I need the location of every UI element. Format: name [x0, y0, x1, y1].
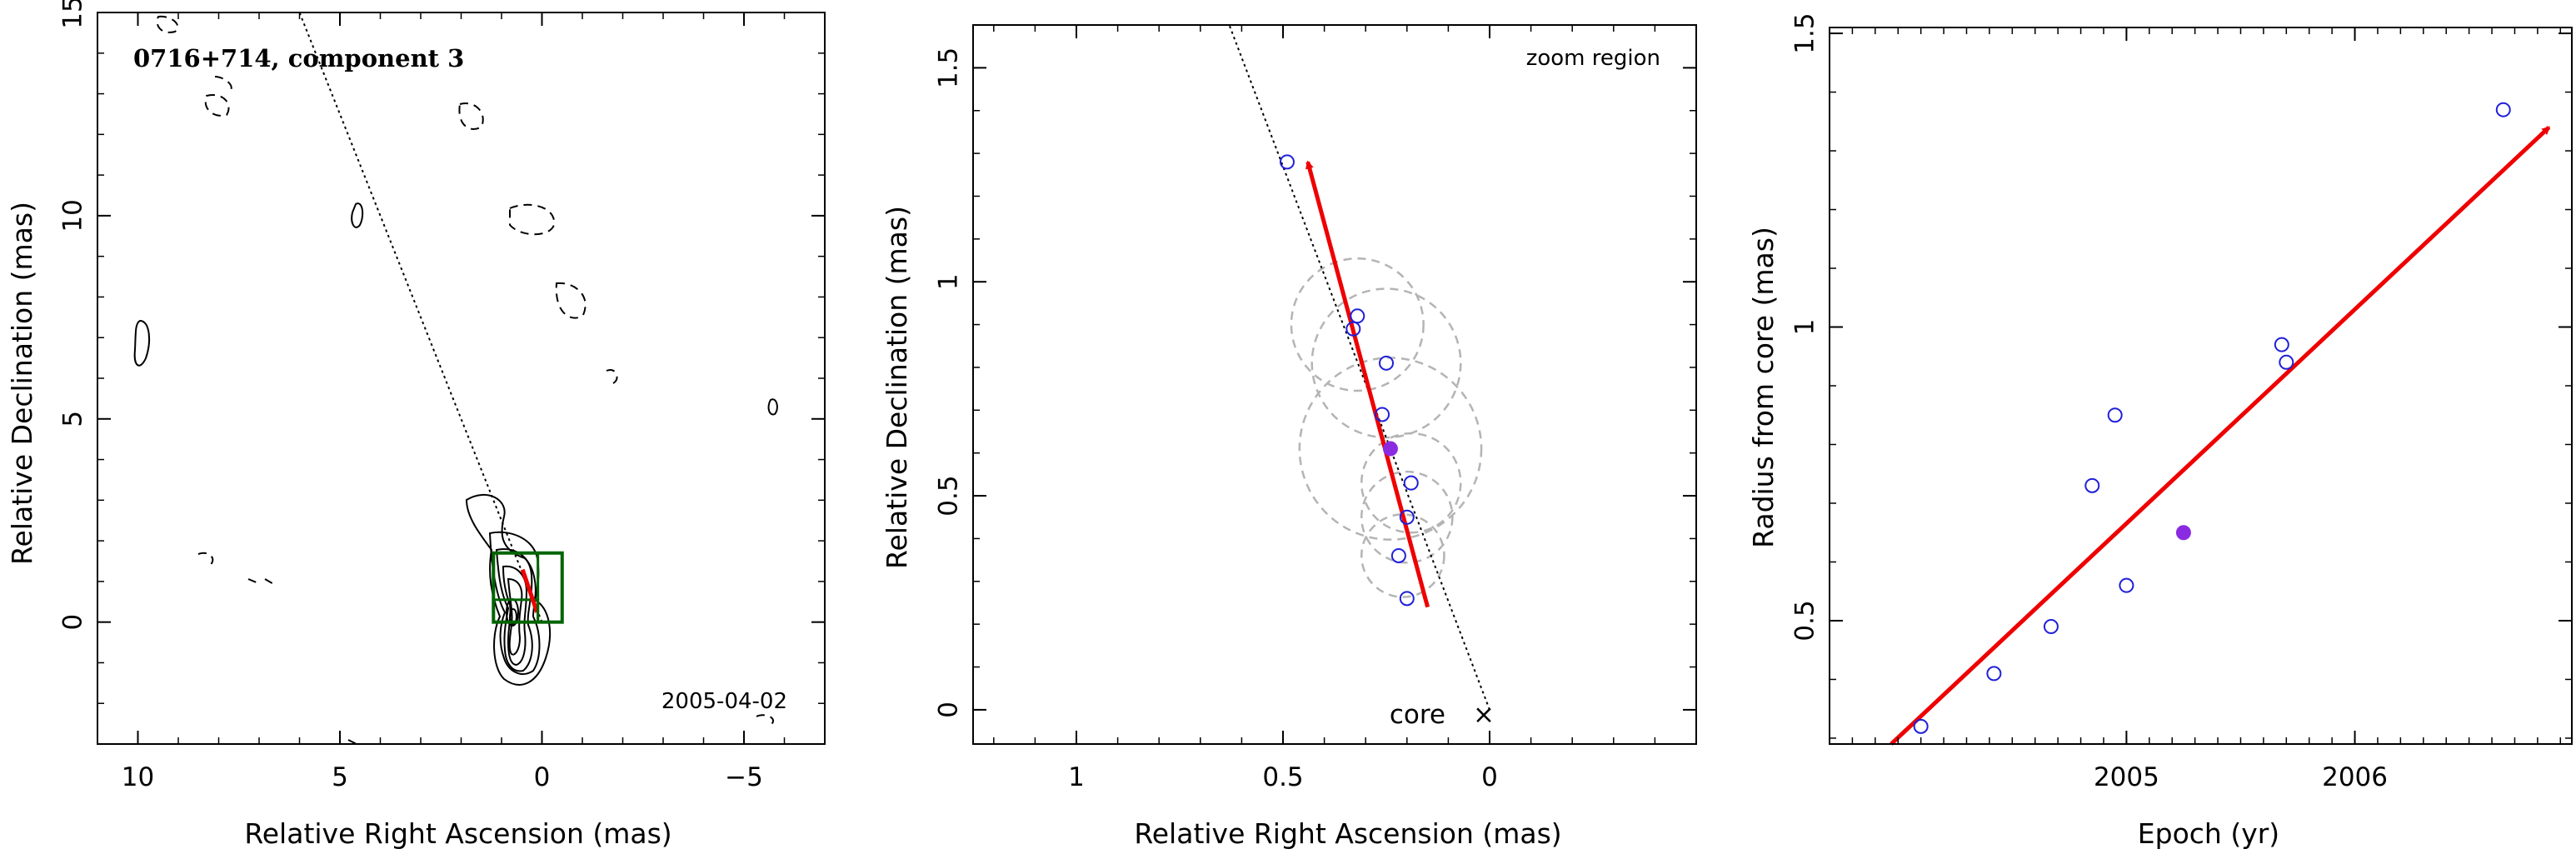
plot-frame — [97, 12, 826, 745]
y-axis-label: Relative Declination (mas) — [881, 206, 913, 569]
panel-contour-map: 10 5 0 −5 0 5 10 15 0716+714, component 3 2005-… — [6, 0, 826, 850]
data-points — [1279, 154, 1419, 607]
x-tick-label: 0 — [1481, 762, 1498, 792]
data-point — [2084, 477, 2100, 493]
y-tick-label: 0 — [58, 614, 88, 631]
data-point — [1399, 591, 1415, 607]
panel-zoom-region: 1 0.5 0 0 0.5 1 1.5 zoom region core × Relativ… — [881, 24, 1697, 850]
x-axis-label: Epoch (yr) — [2138, 817, 2279, 850]
x-axis-label: Relative Right Ascension (mas) — [244, 817, 671, 850]
highlight-point — [1382, 441, 1398, 457]
highlight-point — [2175, 525, 2191, 541]
data-point — [2043, 619, 2059, 635]
plot-frame — [972, 24, 1697, 745]
data-point — [1986, 666, 2002, 682]
x-tick-label: −5 — [725, 762, 763, 792]
fit-arrow — [1890, 126, 2551, 746]
error-circle — [1360, 513, 1445, 598]
panel-radius-vs-epoch: 2005 2006 0.5 1 1.5 Epoch (yr) Radius from c… — [1747, 12, 2573, 850]
data-point — [1399, 509, 1415, 525]
axes: 2005 2006 0.5 1 1.5 — [1790, 12, 2573, 792]
trajectory-line — [298, 12, 543, 623]
x-tick-label: 10 — [122, 762, 154, 792]
y-tick-label: 1 — [934, 273, 964, 290]
error-circles — [1290, 257, 1483, 598]
x-axis-label: Relative Right Ascension (mas) — [1134, 817, 1561, 850]
y-tick-label: 0.5 — [1790, 600, 1820, 641]
chart-title: 0716+714, component 3 — [133, 44, 464, 72]
data-point — [2274, 337, 2289, 352]
zoom-region-label: zoom region — [1526, 46, 1660, 71]
x-tick-label: 2006 — [2322, 762, 2388, 792]
axes: 10 5 0 −5 0 5 10 15 — [58, 0, 826, 792]
contour-map — [133, 15, 778, 747]
y-axis-label: Relative Declination (mas) — [6, 202, 38, 565]
data-point — [1913, 718, 1929, 734]
y-axis-label: Radius from core (mas) — [1747, 227, 1780, 548]
trajectory-line — [1228, 24, 1490, 711]
y-tick-label: 1.5 — [1790, 12, 1820, 53]
axes: 1 0.5 0 0 0.5 1 1.5 — [934, 24, 1697, 792]
data-points — [1913, 102, 2511, 734]
x-tick-label: 0 — [534, 762, 551, 792]
x-tick-label: 5 — [332, 762, 348, 792]
y-tick-label: 1.5 — [934, 47, 964, 88]
data-point — [1345, 321, 1361, 337]
y-tick-label: 15 — [58, 0, 88, 29]
x-tick-label: 1 — [1068, 762, 1085, 792]
data-point — [2107, 407, 2123, 423]
data-point — [2279, 354, 2294, 370]
x-tick-label: 2005 — [2094, 762, 2159, 792]
data-point — [1403, 475, 1419, 491]
error-circle — [1290, 257, 1425, 392]
motion-arrow — [1305, 160, 1430, 608]
date-label: 2005-04-02 — [661, 689, 787, 714]
data-point — [1279, 154, 1295, 170]
core-label: core — [1390, 700, 1445, 730]
data-point — [2119, 577, 2134, 593]
y-tick-label: 0.5 — [934, 475, 964, 516]
error-circle — [1360, 432, 1462, 534]
y-tick-label: 10 — [58, 199, 88, 232]
data-point — [1390, 547, 1406, 563]
x-tick-label: 0.5 — [1262, 762, 1303, 792]
error-circle — [1360, 470, 1454, 564]
data-point — [1375, 407, 1390, 422]
motion-arrow — [520, 568, 540, 613]
y-tick-label: 5 — [58, 411, 88, 427]
y-tick-label: 1 — [1790, 319, 1820, 336]
core-marker: × — [1473, 700, 1495, 730]
y-tick-label: 0 — [934, 702, 964, 718]
plot-frame — [1829, 27, 2573, 745]
error-circle — [1310, 287, 1462, 439]
data-point — [1350, 308, 1365, 324]
data-point — [2495, 102, 2511, 117]
data-point — [1379, 355, 1394, 371]
